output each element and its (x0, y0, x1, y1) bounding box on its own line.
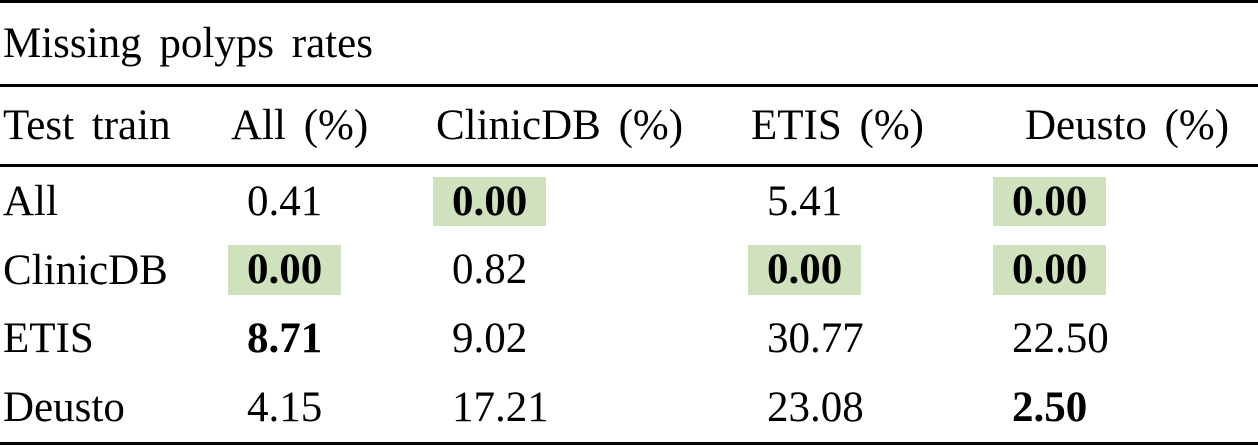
cell-value: 4.15 (228, 383, 433, 432)
value-text: 0.00 (433, 176, 547, 227)
cell-value: 5.41 (748, 177, 993, 226)
value-text: 23.08 (767, 383, 864, 431)
table-row: All 0.41 0.00 5.41 0.00 (0, 167, 1258, 236)
cell-value: 9.02 (433, 314, 748, 363)
row-label: ETIS (3, 315, 94, 363)
value-text: 8.71 (247, 315, 323, 363)
cell-value: 0.00 (993, 245, 1258, 295)
col-header-deusto: Deusto (%) (1025, 102, 1230, 149)
value-text: 0.41 (247, 177, 323, 225)
value-text: 0.00 (228, 245, 342, 295)
value-text: 17.21 (452, 383, 549, 431)
col-header-all: All (%) (231, 102, 369, 149)
value-text: 9.02 (452, 315, 528, 363)
col-header-clinicdb: ClinicDB (%) (436, 102, 684, 149)
row-label: ClinicDB (3, 246, 168, 294)
cell-value: 0.00 (228, 245, 433, 295)
cell-value: 17.21 (433, 383, 748, 432)
cell-value: 0.00 (433, 176, 748, 227)
cell-value: 0.41 (228, 177, 433, 226)
table-row: Deusto 4.15 17.21 23.08 2.50 (0, 373, 1258, 442)
cell-value: 0.00 (993, 176, 1258, 227)
cell-value: 22.50 (993, 314, 1258, 363)
value-text: 0.00 (993, 245, 1107, 295)
cell-value: 23.08 (748, 383, 993, 432)
table-row: ETIS 8.71 9.02 30.77 22.50 (0, 305, 1258, 374)
col-header-etis: ETIS (%) (751, 102, 924, 149)
col-header-test-train: Test train (3, 102, 171, 149)
value-text: 30.77 (767, 315, 864, 363)
row-label: All (3, 177, 58, 225)
cell-value: 2.50 (993, 383, 1258, 432)
cell-value: 0.82 (433, 245, 748, 294)
value-text: 0.00 (993, 176, 1107, 227)
value-text: 0.00 (748, 245, 862, 295)
cell-value: 8.71 (228, 314, 433, 363)
cell-value: 0.00 (748, 245, 993, 295)
value-text: 4.15 (247, 383, 323, 431)
table-row: ClinicDB 0.00 0.82 0.00 0.00 (0, 236, 1258, 305)
value-text: 5.41 (767, 177, 843, 225)
value-text: 22.50 (1012, 315, 1109, 363)
row-label: Deusto (3, 384, 125, 432)
table-title: Missing polyps rates (0, 3, 1258, 87)
value-text: 0.82 (452, 246, 528, 294)
value-text: 2.50 (1012, 383, 1088, 431)
table-body: All 0.41 0.00 5.41 0.00 ClinicDB 0.00 0.… (0, 167, 1258, 442)
table-header-row: Test train All (%) ClinicDB (%) ETIS (%)… (0, 87, 1258, 167)
cell-value: 30.77 (748, 314, 993, 363)
